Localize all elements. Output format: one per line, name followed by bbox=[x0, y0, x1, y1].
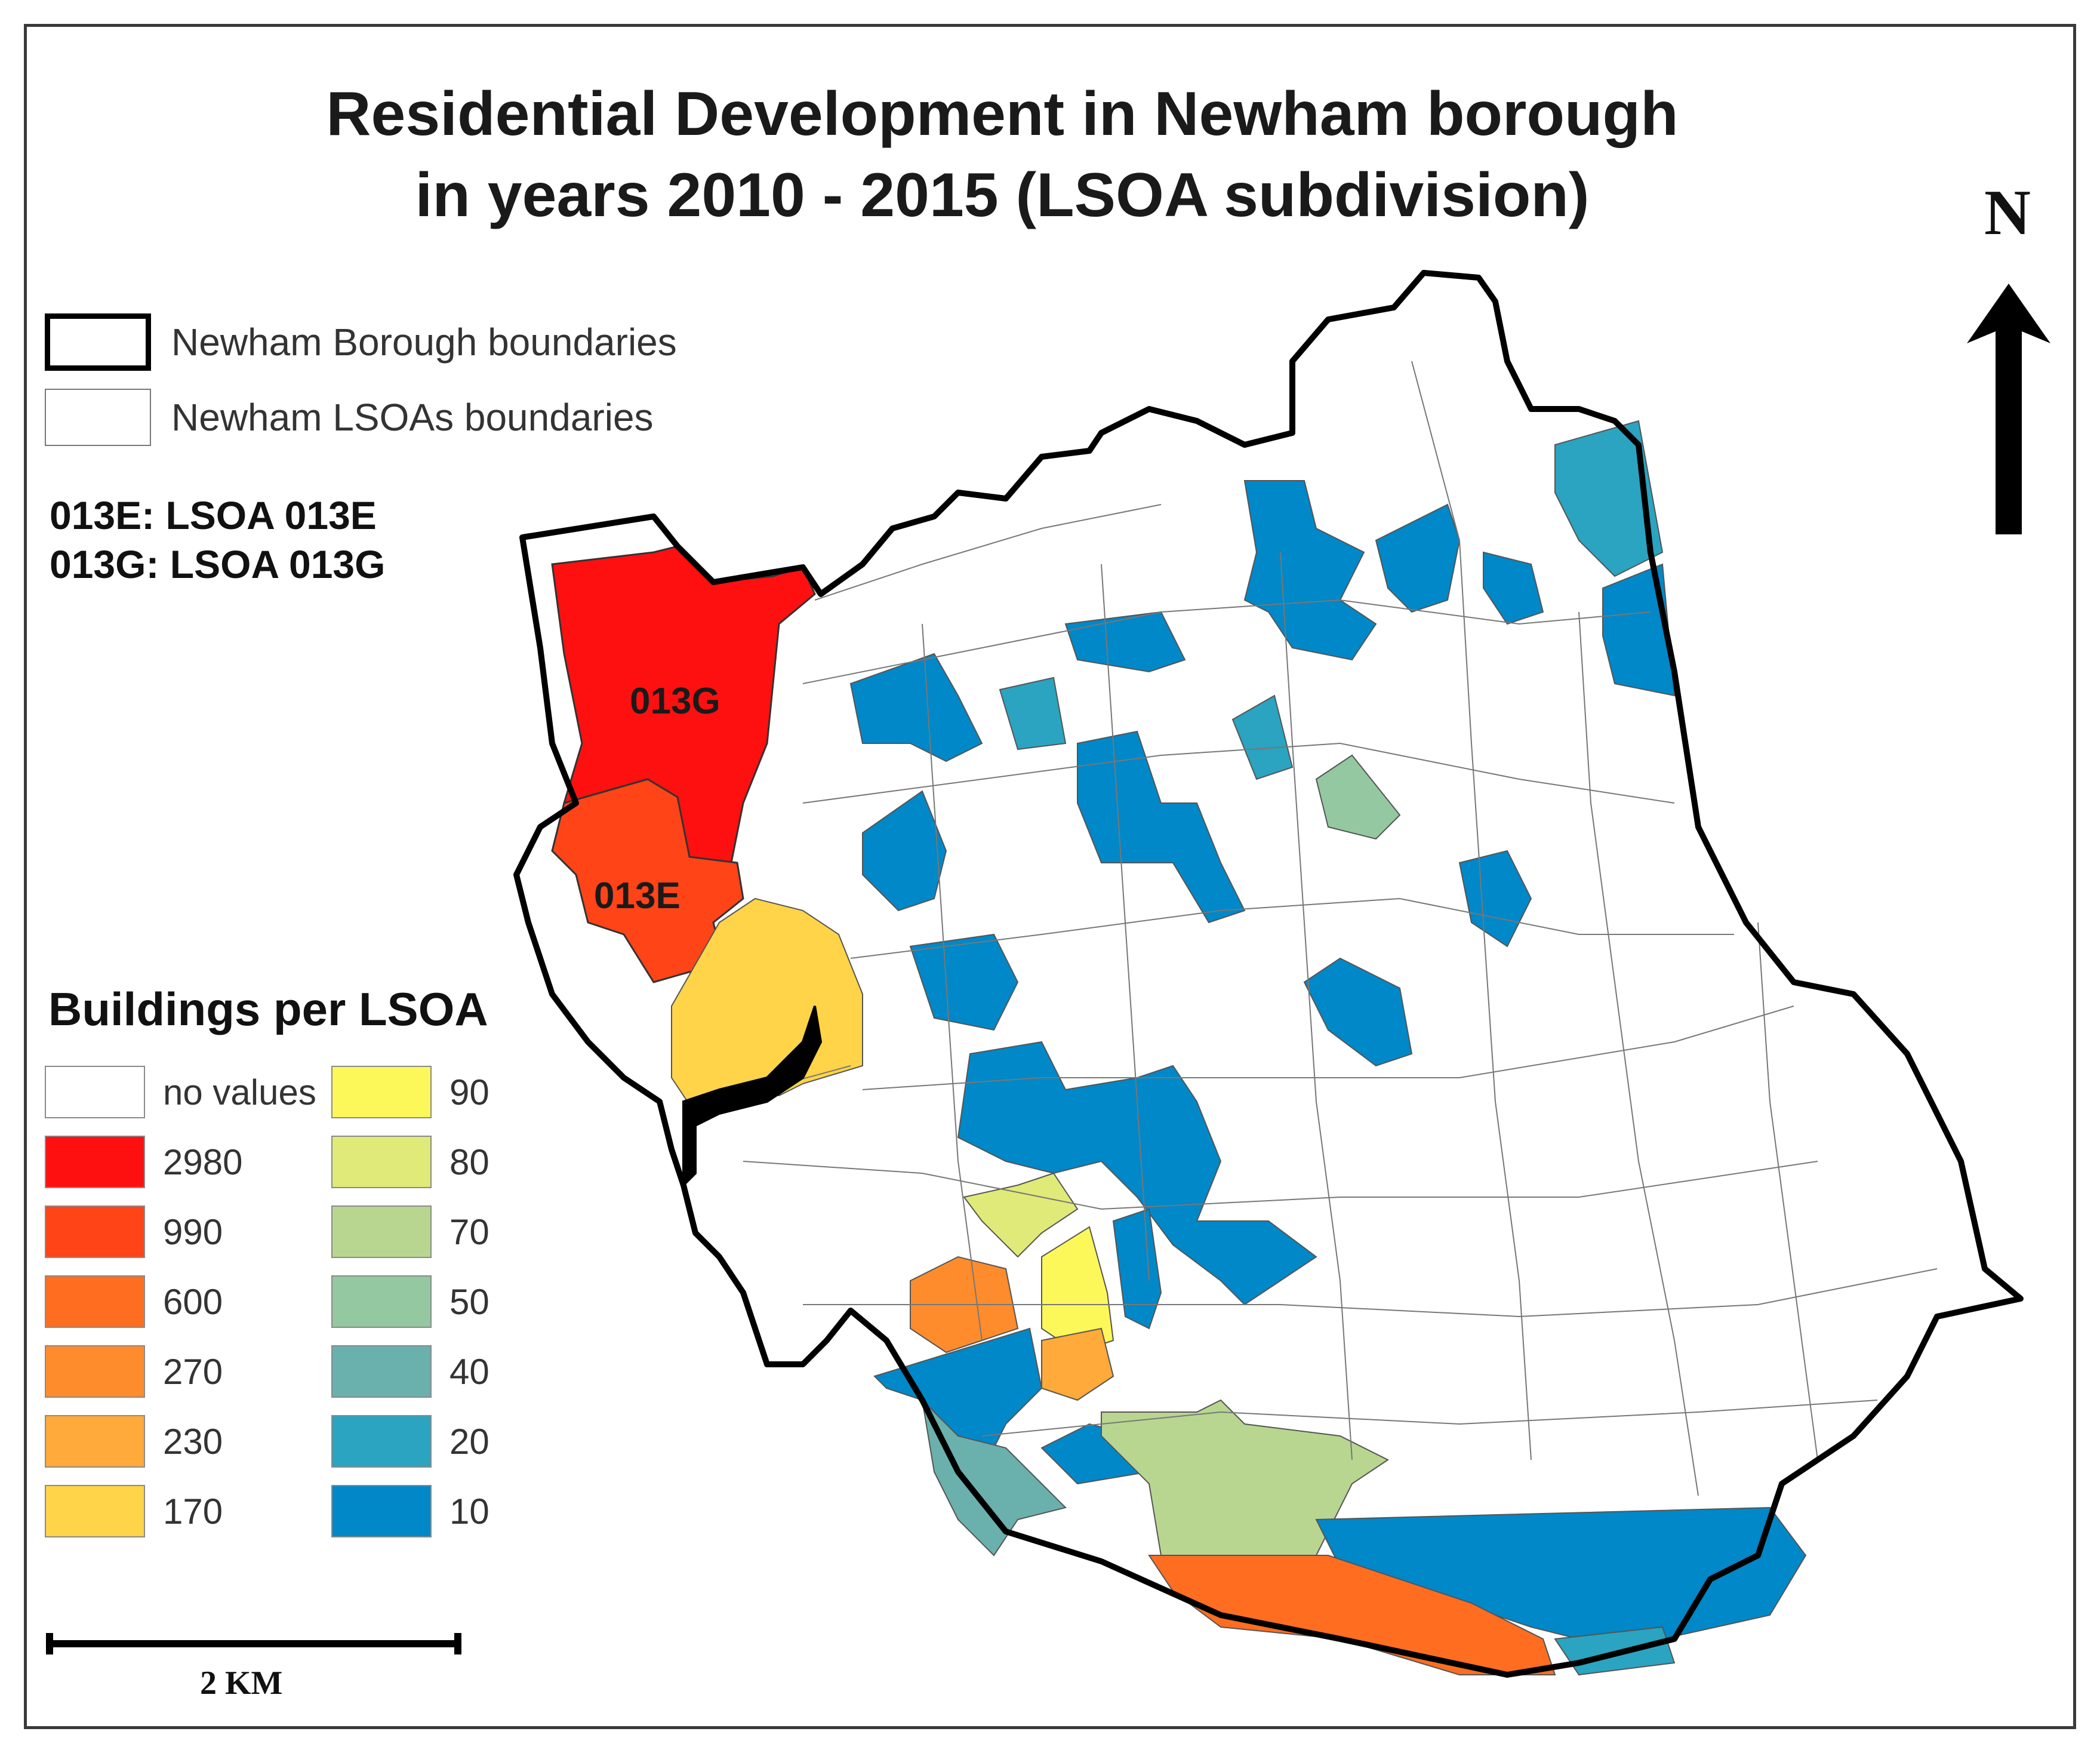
legend-swatch bbox=[45, 1485, 145, 1537]
legend-swatch bbox=[331, 1485, 432, 1537]
legend-swatch bbox=[45, 1066, 145, 1118]
lsoa-50 bbox=[1315, 754, 1401, 840]
lsoa-70 bbox=[1101, 1399, 1389, 1556]
legend-class-20: 20 bbox=[331, 1415, 489, 1468]
legend-class-2980: 2980 bbox=[45, 1136, 242, 1188]
lsoa-boundaries bbox=[719, 361, 1938, 1496]
label-013e: 013E bbox=[594, 875, 681, 917]
borough-boundary-label: Newham Borough boundaries bbox=[171, 321, 677, 364]
code-013e: 013E: LSOA 013E bbox=[50, 493, 377, 537]
legend-label: no values bbox=[163, 1072, 316, 1112]
map-title-line-2: in years 2010 - 2015 (LSOA subdivision) bbox=[415, 161, 1590, 230]
legend-label: 20 bbox=[449, 1421, 489, 1462]
north-arrow-icon bbox=[1967, 284, 2050, 534]
label-013g: 013G bbox=[630, 681, 720, 722]
legend-swatch bbox=[45, 1205, 145, 1258]
legend-label: 990 bbox=[163, 1211, 223, 1252]
legend-label: 170 bbox=[163, 1491, 223, 1531]
legend-class-600: 600 bbox=[45, 1275, 223, 1328]
legend-label: 600 bbox=[163, 1281, 223, 1322]
legend-title: Buildings per LSOA bbox=[48, 983, 488, 1035]
legend-class-170: 170 bbox=[45, 1485, 223, 1537]
legend-swatch bbox=[331, 1066, 432, 1118]
lsoa-blue-8 bbox=[1483, 551, 1544, 625]
legend-label: 270 bbox=[163, 1351, 223, 1392]
legend-swatch bbox=[331, 1136, 432, 1188]
legend-swatch bbox=[331, 1415, 432, 1468]
legend-class-230: 230 bbox=[45, 1415, 223, 1468]
legend-swatch bbox=[331, 1275, 432, 1328]
legend-swatch bbox=[45, 1345, 145, 1398]
lsoa-90 bbox=[1041, 1226, 1114, 1354]
legend-label: 70 bbox=[449, 1211, 489, 1252]
legend-label: 50 bbox=[449, 1281, 489, 1322]
legend-label: 90 bbox=[449, 1072, 489, 1112]
legend-label: 230 bbox=[163, 1421, 223, 1462]
map-title-line-1: Residential Development in Newham boroug… bbox=[326, 79, 1679, 149]
legend-class-90: 90 bbox=[331, 1066, 489, 1118]
legend-class-990: 990 bbox=[45, 1205, 223, 1258]
legend-class-10: 10 bbox=[331, 1485, 489, 1537]
lsoa-blue-1 bbox=[849, 653, 983, 762]
lsoa-80 bbox=[963, 1172, 1079, 1258]
legend-label: 2980 bbox=[163, 1142, 243, 1182]
legend-swatch bbox=[45, 1136, 145, 1188]
lsoa-boundary-swatch bbox=[45, 389, 151, 446]
lsoa-40-1 bbox=[921, 1398, 1067, 1557]
lsoa-20-1 bbox=[999, 676, 1067, 751]
legend-class-50: 50 bbox=[331, 1275, 489, 1328]
legend-swatch bbox=[331, 1345, 432, 1398]
lsoa-blue-3 bbox=[909, 933, 1019, 1031]
lsoa-blue-13 bbox=[1112, 1208, 1162, 1330]
legend-class-270: 270 bbox=[45, 1345, 223, 1398]
lsoa-20-2 bbox=[1554, 420, 1664, 577]
legend-class-70: 70 bbox=[331, 1205, 489, 1258]
legend-class-40: 40 bbox=[331, 1345, 489, 1398]
lsoa-blue-5 bbox=[1077, 730, 1246, 924]
north-label: N bbox=[1984, 177, 2031, 248]
legend-lsoa-boundary: Newham LSOAs boundaries bbox=[45, 389, 654, 446]
legend-label: 10 bbox=[449, 1491, 489, 1531]
lsoa-20-3 bbox=[1231, 694, 1294, 780]
legend-borough-boundary: Newham Borough boundaries bbox=[45, 313, 677, 371]
lsoa-blue-11 bbox=[1303, 957, 1413, 1067]
map-figure: 013G 013E Residential Development in New… bbox=[24, 24, 2076, 1729]
borough-boundary bbox=[513, 270, 2024, 1678]
legend-swatch bbox=[45, 1275, 145, 1328]
borough-boundary-swatch bbox=[45, 313, 151, 371]
scale-label: 2 KM bbox=[200, 1665, 283, 1702]
legend-label: 40 bbox=[449, 1351, 489, 1392]
scale-bar bbox=[46, 1633, 461, 1654]
lsoa-blue-4 bbox=[1064, 611, 1186, 673]
lsoa-blue-7 bbox=[1375, 503, 1461, 613]
lsoa-boundary-label: Newham LSOAs boundaries bbox=[171, 396, 654, 439]
legend-label: 80 bbox=[449, 1142, 489, 1182]
legend-class-no-values: no values bbox=[45, 1066, 316, 1118]
lsoa-blue-2 bbox=[862, 790, 947, 912]
legend-swatch bbox=[45, 1415, 145, 1468]
legend-class-80: 80 bbox=[331, 1136, 489, 1188]
legend-swatch bbox=[331, 1205, 432, 1258]
lsoa-230 bbox=[1041, 1327, 1114, 1401]
lsoa-blue-6 bbox=[1243, 480, 1377, 661]
newham-map: 013G 013E bbox=[513, 270, 2024, 1678]
code-013g: 013G: LSOA 013G bbox=[50, 542, 386, 586]
river bbox=[682, 1005, 823, 1188]
